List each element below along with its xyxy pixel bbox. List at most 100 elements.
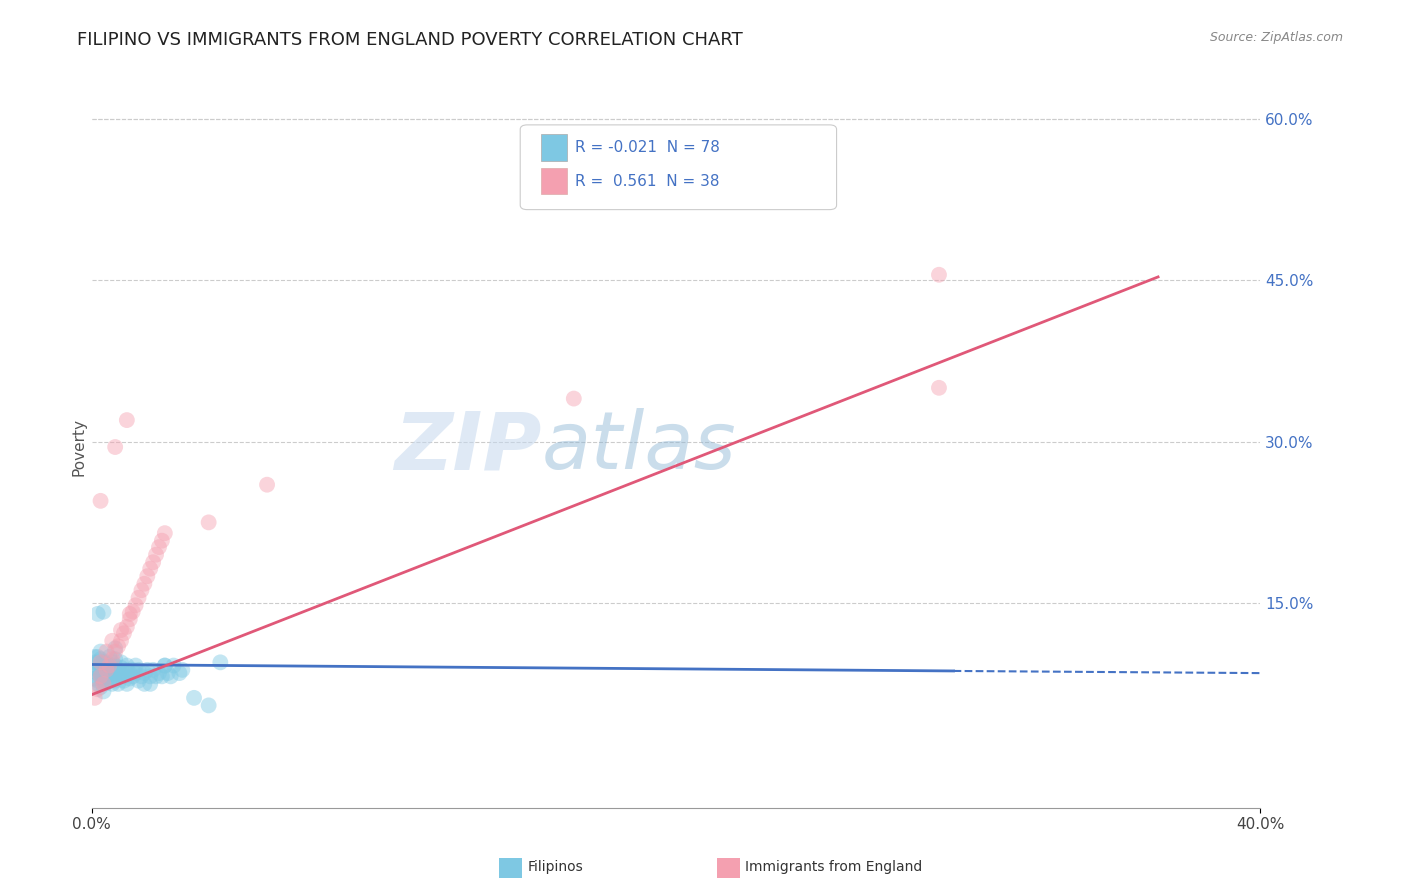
Point	[121, 605, 143, 619]
Point	[256, 477, 278, 491]
Point	[118, 607, 141, 621]
Point	[107, 669, 129, 683]
Point	[104, 652, 127, 666]
Point	[90, 669, 112, 683]
Point	[107, 663, 129, 677]
Point	[86, 677, 108, 691]
Point	[145, 669, 167, 683]
Point	[148, 540, 170, 554]
Point	[83, 690, 105, 705]
Point	[90, 493, 112, 508]
Text: R = -0.021  N = 78: R = -0.021 N = 78	[575, 140, 720, 154]
Point	[98, 658, 121, 673]
Point	[98, 666, 121, 681]
Text: R =  0.561  N = 38: R = 0.561 N = 38	[575, 174, 720, 188]
Point	[112, 626, 135, 640]
Point	[156, 666, 179, 681]
Point	[86, 666, 108, 681]
Text: FILIPINO VS IMMIGRANTS FROM ENGLAND POVERTY CORRELATION CHART: FILIPINO VS IMMIGRANTS FROM ENGLAND POVE…	[77, 31, 744, 49]
Point	[121, 669, 143, 683]
Point	[112, 669, 135, 683]
Point	[101, 663, 124, 677]
Text: ZIP: ZIP	[394, 408, 541, 486]
Point	[124, 599, 146, 613]
Point	[86, 607, 108, 621]
Point	[142, 555, 165, 569]
Point	[128, 663, 150, 677]
Point	[562, 392, 585, 406]
Point	[83, 656, 105, 670]
Point	[93, 677, 115, 691]
Point	[98, 649, 121, 664]
Point	[139, 677, 162, 691]
Point	[153, 658, 176, 673]
Point	[112, 673, 135, 688]
Point	[90, 680, 112, 694]
Point	[93, 684, 115, 698]
Point	[83, 661, 105, 675]
Point	[96, 663, 118, 677]
Point	[90, 669, 112, 683]
Point	[124, 666, 146, 681]
Point	[150, 533, 173, 548]
Point	[93, 661, 115, 675]
Point	[96, 656, 118, 670]
Point	[115, 413, 138, 427]
Point	[118, 666, 141, 681]
Point	[142, 663, 165, 677]
Point	[136, 569, 159, 583]
Point	[136, 663, 159, 677]
Point	[139, 562, 162, 576]
Point	[96, 675, 118, 690]
Point	[101, 672, 124, 686]
Point	[131, 583, 153, 598]
Point	[928, 381, 950, 395]
Point	[86, 682, 108, 697]
Point	[98, 673, 121, 688]
Point	[107, 639, 129, 653]
Point	[90, 658, 112, 673]
Point	[153, 658, 176, 673]
Point	[104, 644, 127, 658]
Point	[93, 656, 115, 670]
Point	[115, 658, 138, 673]
Point	[128, 591, 150, 605]
Point	[115, 663, 138, 677]
Text: Source: ZipAtlas.com: Source: ZipAtlas.com	[1209, 31, 1343, 45]
Point	[90, 656, 112, 670]
Point	[134, 576, 156, 591]
Point	[86, 663, 108, 677]
Point	[86, 673, 108, 688]
Point	[197, 516, 219, 530]
Point	[162, 658, 184, 673]
Point	[118, 672, 141, 686]
Point	[928, 268, 950, 282]
Point	[159, 669, 181, 683]
Text: atlas: atlas	[541, 408, 737, 486]
Point	[172, 663, 194, 677]
Point	[104, 658, 127, 673]
Point	[90, 666, 112, 681]
Point	[101, 656, 124, 670]
Point	[169, 666, 191, 681]
Point	[90, 644, 112, 658]
Point	[150, 669, 173, 683]
Point	[101, 633, 124, 648]
Point	[118, 612, 141, 626]
Point	[110, 666, 132, 681]
Point	[115, 677, 138, 691]
Point	[101, 677, 124, 691]
Point	[98, 658, 121, 673]
Point	[93, 673, 115, 688]
Point	[121, 663, 143, 677]
Point	[124, 658, 146, 673]
Point	[96, 669, 118, 683]
Point	[183, 690, 205, 705]
Point	[115, 620, 138, 634]
Point	[110, 623, 132, 637]
Point	[96, 663, 118, 677]
Point	[153, 526, 176, 541]
Point	[86, 649, 108, 664]
Y-axis label: Poverty: Poverty	[72, 418, 86, 476]
Point	[104, 641, 127, 656]
